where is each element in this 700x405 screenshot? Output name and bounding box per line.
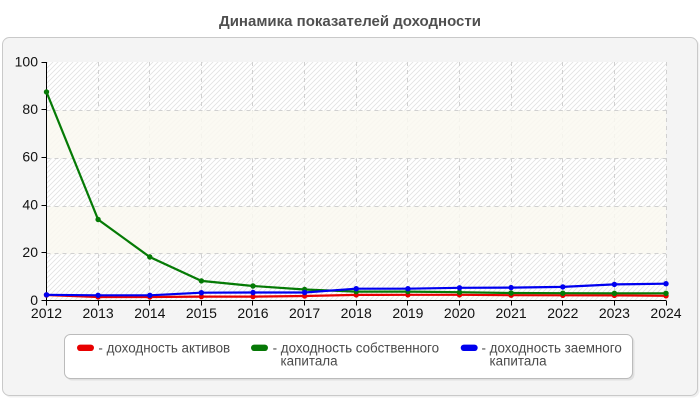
svg-text:2020: 2020 bbox=[444, 305, 475, 321]
svg-text:капитала: капитала bbox=[281, 354, 339, 369]
svg-text:2016: 2016 bbox=[237, 305, 268, 321]
svg-text:20: 20 bbox=[22, 244, 38, 260]
svg-text:2024: 2024 bbox=[650, 305, 681, 321]
svg-text:2019: 2019 bbox=[392, 305, 423, 321]
svg-text:Динамика показателей доходност: Динамика показателей доходности bbox=[219, 13, 481, 30]
svg-text:2021: 2021 bbox=[496, 305, 527, 321]
svg-text:капитала: капитала bbox=[490, 354, 548, 369]
svg-text:100: 100 bbox=[15, 53, 39, 69]
svg-text:- доходность заемного: - доходность заемного bbox=[482, 341, 622, 356]
svg-text:2017: 2017 bbox=[289, 305, 320, 321]
svg-text:- доходность активов: - доходность активов bbox=[98, 341, 230, 356]
svg-text:2015: 2015 bbox=[186, 305, 217, 321]
svg-text:2013: 2013 bbox=[83, 305, 114, 321]
svg-text:2018: 2018 bbox=[341, 305, 372, 321]
svg-text:- доходность собственного: - доходность собственного bbox=[273, 341, 440, 356]
svg-text:40: 40 bbox=[22, 196, 38, 212]
svg-text:2014: 2014 bbox=[134, 305, 165, 321]
svg-text:0: 0 bbox=[30, 292, 38, 308]
svg-text:80: 80 bbox=[22, 101, 38, 117]
svg-text:60: 60 bbox=[22, 149, 38, 165]
svg-text:2022: 2022 bbox=[547, 305, 578, 321]
svg-text:2012: 2012 bbox=[31, 305, 62, 321]
svg-text:2023: 2023 bbox=[599, 305, 630, 321]
